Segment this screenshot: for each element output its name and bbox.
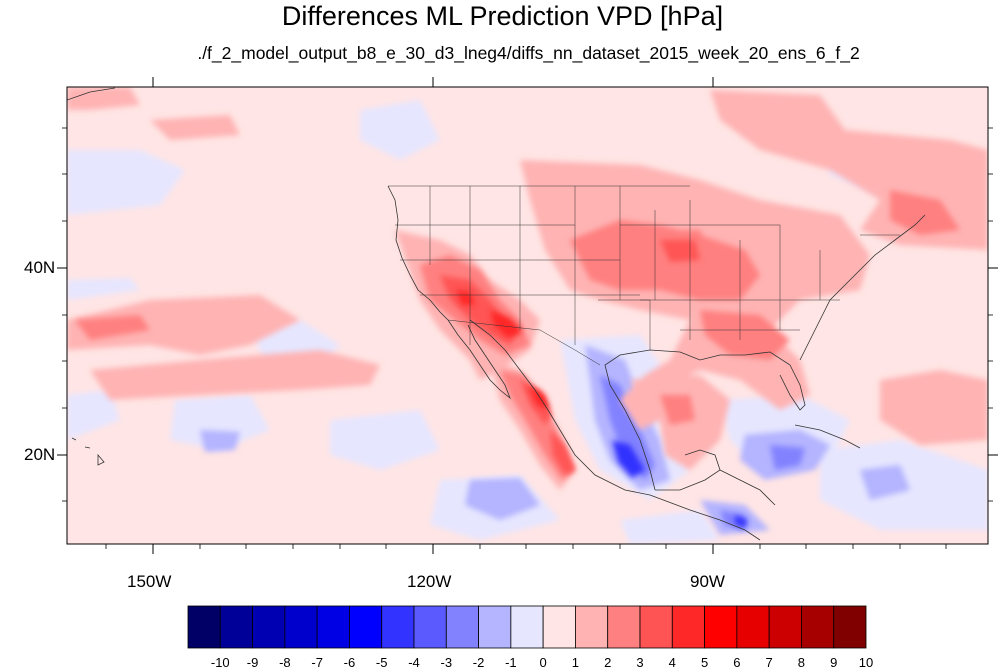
colorbar-swatch [736,605,770,649]
colorbar-tick-label: 6 [733,655,741,670]
colorbar-tick-label: 8 [797,655,806,670]
colorbar-tick-label: 1 [571,655,580,670]
colorbar-swatch [187,605,221,649]
colorbar-tick-label: 9 [830,655,838,670]
colorbar-swatch [768,605,802,649]
colorbar-tick-label: 7 [765,655,773,670]
colorbar-swatch [413,605,447,649]
colorbar-tick-label: 3 [636,655,644,670]
colorbar-swatch [833,605,867,649]
coastlines [67,87,926,541]
colorbar-tick-label: -10 [210,655,230,670]
colorbar-swatch [801,605,835,649]
map-subtitle: ./f_2_model_output_b8_e_30_d3_lneg4/diff… [197,43,860,63]
colorbar-swatch [607,605,641,649]
colorbar-swatch [478,605,512,649]
colorbar-tick-label: -3 [440,655,453,670]
colorbar-tick-label: 0 [539,655,547,670]
colorbar-tick-label: -1 [505,655,517,670]
lon-label-150w: 150W [127,572,172,591]
state-borders [388,185,900,366]
difference-field [67,87,988,544]
colorbar [187,605,867,649]
colorbar-tick-label: -2 [472,655,485,670]
colorbar-swatch [639,605,673,649]
colorbar-swatch [252,605,286,649]
colorbar-swatch [542,605,576,649]
map-title: Differences ML Prediction VPD [hPa] [281,1,724,31]
colorbar-swatch [575,605,609,649]
colorbar-swatch [349,605,383,649]
colorbar-tick-label: -5 [375,655,388,670]
lat-label-40n: 40N [24,258,56,277]
colorbar-swatch [219,605,253,649]
colorbar-tick-label: -6 [343,655,356,670]
colorbar-tick-label: -8 [279,655,291,670]
colorbar-tick-label: -7 [311,655,323,670]
colorbar-swatch [381,605,415,649]
lon-label-90w: 90W [690,572,725,591]
colorbar-tick-label: 4 [668,655,676,670]
lat-label-20n: 20N [24,445,56,464]
lon-label-120w: 120W [407,572,452,591]
colorbar-swatch [510,605,544,649]
colorbar-swatch [704,605,738,649]
colorbar-tick-label: -4 [408,655,420,670]
colorbar-swatch [445,605,479,649]
colorbar-tick-label: 5 [700,655,709,670]
colorbar-swatch [671,605,705,649]
colorbar-swatch [284,605,318,649]
plot-frame [57,77,998,554]
colorbar-swatch [316,605,350,649]
colorbar-tick-label: 10 [858,655,874,670]
colorbar-tick-label: -9 [246,655,259,670]
colorbar-tick-label: 2 [604,655,612,670]
